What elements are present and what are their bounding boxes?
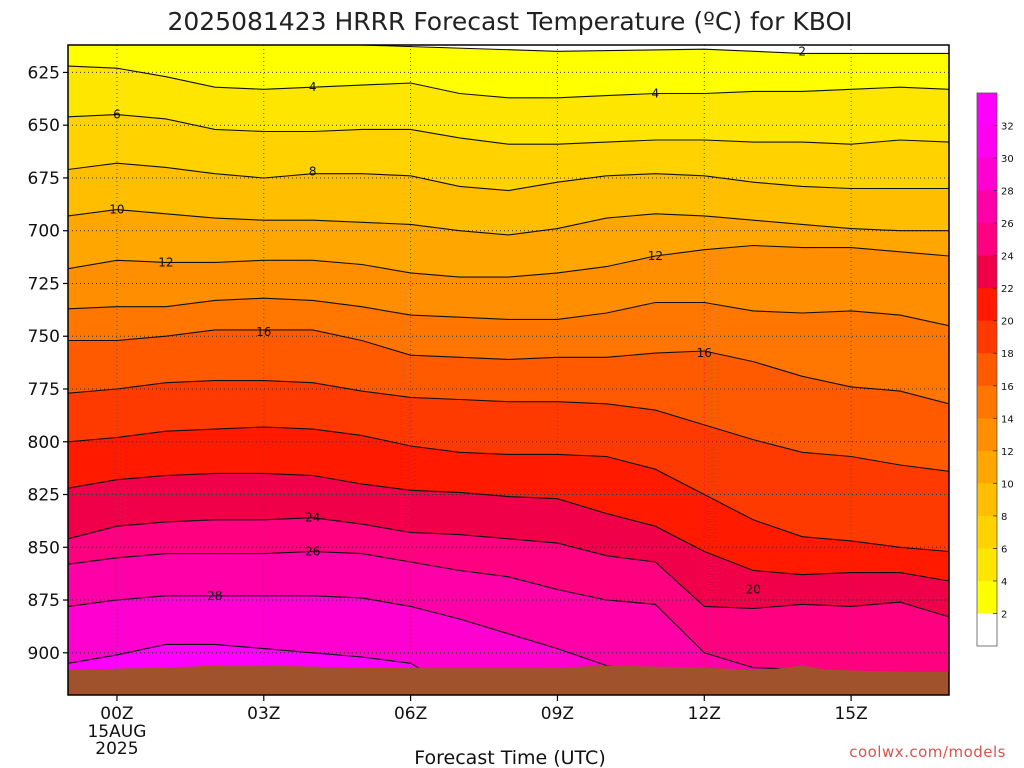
x-tick-label: 03Z [247, 704, 280, 724]
colorbar-frame [976, 92, 998, 647]
colorbar-swatch [977, 548, 997, 582]
contour-30 [68, 643, 427, 679]
contour-label: 26 [305, 544, 320, 558]
colorbar-swatch [977, 190, 997, 224]
contour-label: 12 [648, 249, 663, 263]
y-tick-label: 900 [28, 644, 60, 664]
x-date-label: 15AUG [87, 722, 146, 742]
y-tick-label: 800 [28, 433, 60, 453]
contour-label: 24 [305, 511, 320, 525]
contour-label: 2 [798, 44, 806, 58]
y-tick-label: 825 [28, 486, 60, 506]
plot-frame [67, 44, 950, 696]
colorbar-tick-label: 12 [1001, 447, 1014, 458]
x-axis-label: Forecast Time (UTC) [414, 747, 605, 768]
terrain [68, 665, 949, 695]
contour-22 [68, 472, 949, 582]
colorbar-swatch [977, 288, 997, 322]
y-tick-label: 650 [28, 116, 60, 136]
colorbar-swatch [977, 158, 997, 192]
colorbar-tick-label: 4 [1001, 577, 1007, 588]
contour-14 [68, 297, 949, 327]
colorbar-swatch [977, 613, 997, 647]
colorbar-swatch [977, 385, 997, 419]
y-tick-label: 725 [28, 274, 60, 294]
contour-label: 4 [309, 80, 317, 94]
colorbar-tick-label: 18 [1001, 349, 1014, 360]
temperature-fill [68, 45, 949, 695]
colorbar-tick-label: 2 [1001, 609, 1007, 620]
colorbar-swatch [977, 320, 997, 354]
colorbar-tick-label: 32 [1001, 122, 1014, 133]
contour-label: 20 [746, 582, 761, 596]
contour-16 [68, 329, 949, 405]
contour-4 [68, 65, 949, 99]
x-tick-label: 00Z [100, 704, 133, 724]
colorbar-tick-label: 26 [1001, 219, 1014, 230]
contour-10 [68, 209, 949, 236]
contour-18 [68, 380, 949, 472]
x-tick-label: 06Z [394, 704, 427, 724]
contour-label: 8 [309, 165, 317, 179]
y-tick-label: 850 [28, 538, 60, 558]
y-tick-label: 750 [28, 327, 60, 347]
y-tick-label: 700 [28, 222, 60, 242]
contour-label: 4 [652, 87, 660, 101]
colorbar-swatch [977, 255, 997, 289]
colorbar-swatch [977, 483, 997, 517]
chart-title: 2025081423 HRRR Forecast Temperature (ºC… [167, 7, 852, 36]
y-tick-label: 675 [28, 169, 60, 189]
colorbar-swatch [977, 93, 997, 127]
colorbar-tick-label: 24 [1001, 252, 1014, 263]
x-tick-label: 09Z [541, 704, 574, 724]
contour-20 [68, 426, 949, 553]
colorbar-tick-label: 8 [1001, 512, 1007, 523]
colorbar-swatch [977, 450, 997, 484]
colorbar-swatch [977, 125, 997, 159]
contour-2 [68, 45, 949, 54]
contour-label: 28 [207, 589, 222, 603]
contour-8 [68, 162, 949, 192]
x-tick-label: 15Z [834, 704, 867, 724]
terrain-fill [68, 665, 949, 695]
site-credit: coolwx.com/models [849, 743, 1006, 761]
colorbar-tick-label: 20 [1001, 317, 1014, 328]
colorbar-tick-label: 14 [1001, 414, 1014, 425]
colorbar-swatch [977, 353, 997, 387]
colorbar-swatch [977, 223, 997, 257]
x-date-label: 2025 [95, 739, 138, 759]
colorbar-swatch [977, 580, 997, 614]
y-tick-label: 625 [28, 63, 60, 83]
contour-6 [68, 114, 949, 145]
colorbar-tick-label: 6 [1001, 544, 1007, 555]
y-tick-label: 875 [28, 591, 60, 611]
colorbar-tick-label: 28 [1001, 187, 1014, 198]
contour-label: 10 [109, 203, 124, 217]
contour-24 [68, 517, 949, 618]
contour-label: 12 [158, 255, 173, 269]
colorbar-tick-label: 30 [1001, 154, 1014, 165]
colorbar-tick-label: 16 [1001, 382, 1014, 393]
contour-label: 16 [256, 325, 271, 339]
contour-label: 16 [697, 346, 712, 360]
grid [68, 45, 949, 695]
colorbar-swatch [977, 418, 997, 452]
colorbar-swatch [977, 515, 997, 549]
colorbar-tick-label: 22 [1001, 284, 1014, 295]
x-tick-label: 12Z [688, 704, 721, 724]
contour-label: 6 [113, 108, 121, 122]
y-axis: 625 650 675 700 725 750 775 800 825 850 875 900 [28, 63, 68, 664]
contour-12 [68, 244, 949, 278]
y-tick-label: 775 [28, 380, 60, 400]
colorbar-tick-label: 10 [1001, 479, 1014, 490]
